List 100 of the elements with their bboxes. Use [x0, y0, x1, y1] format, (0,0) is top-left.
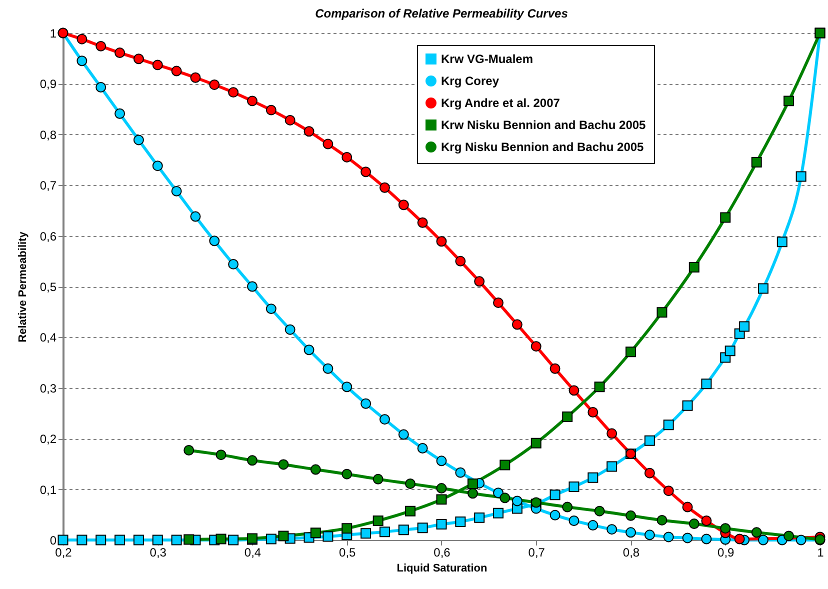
y-tick-label: 0,9 [40, 77, 57, 92]
point [626, 527, 636, 538]
point [360, 528, 372, 539]
point [133, 134, 144, 146]
point [644, 435, 655, 446]
point [720, 212, 731, 223]
point [568, 385, 580, 396]
legend-label: Krg Andre et al. 2007 [441, 96, 560, 110]
point [96, 40, 106, 52]
point [493, 297, 504, 308]
point [372, 474, 384, 484]
point [688, 518, 700, 530]
point [796, 171, 806, 182]
y-tick-label: 1 [50, 26, 57, 40]
point [436, 494, 447, 505]
point [398, 524, 409, 536]
y-axis-title: Relative Permeability [16, 230, 29, 342]
point [96, 82, 106, 92]
point [500, 460, 510, 470]
point [216, 450, 226, 460]
point [493, 508, 504, 518]
point [209, 236, 220, 246]
point [474, 512, 485, 523]
point [342, 468, 352, 480]
point [228, 258, 239, 270]
point [58, 534, 68, 546]
point [190, 72, 201, 83]
point [417, 217, 428, 228]
point [360, 398, 372, 409]
x-tick-label: 0,9 [718, 546, 735, 560]
point [278, 530, 289, 542]
y-tick-label: 0,6 [40, 229, 57, 244]
point [500, 492, 510, 504]
point [114, 108, 126, 119]
point [405, 506, 416, 516]
point [76, 534, 88, 546]
point [322, 138, 334, 150]
x-tick-label: 0,7 [528, 546, 546, 560]
point [467, 488, 478, 499]
point [304, 344, 314, 356]
y-tick-label: 0 [50, 534, 57, 548]
point [512, 319, 522, 330]
point [751, 527, 762, 538]
point [776, 236, 788, 248]
point [701, 516, 712, 526]
point [360, 166, 372, 178]
point [342, 382, 352, 392]
point [133, 54, 144, 64]
point [304, 126, 314, 137]
point [322, 363, 334, 374]
y-tick-label: 0,3 [40, 381, 57, 396]
x-tick-label: 0,4 [244, 546, 262, 560]
point [228, 534, 239, 546]
x-tick-label: 0,6 [434, 546, 451, 560]
point [342, 523, 352, 534]
point [739, 321, 750, 332]
point [284, 324, 296, 335]
point [682, 502, 693, 512]
point [724, 346, 736, 356]
point [96, 534, 106, 546]
x-tick-label: 0,5 [339, 546, 356, 560]
point [417, 443, 428, 454]
point [550, 490, 560, 500]
y-tick-label: 0,4 [40, 330, 57, 345]
point [455, 516, 466, 527]
point [568, 516, 580, 526]
point [284, 114, 296, 126]
point [216, 534, 226, 544]
point [455, 467, 466, 478]
point [568, 482, 580, 492]
point [436, 519, 447, 530]
point [474, 276, 485, 287]
x-tick-label: 0,3 [150, 546, 167, 560]
point [550, 510, 560, 520]
point [171, 66, 182, 76]
point [436, 456, 447, 466]
point [682, 400, 693, 411]
point [758, 534, 768, 546]
point [76, 56, 88, 66]
point [379, 526, 390, 538]
point [606, 524, 618, 535]
point [734, 534, 745, 544]
point [398, 200, 409, 210]
point [562, 502, 573, 512]
point [701, 534, 712, 544]
point [455, 256, 466, 266]
point [152, 60, 163, 70]
point [688, 262, 700, 272]
point [436, 483, 447, 494]
legend-label: Krw Nisku Bennion and Bachu 2005 [441, 118, 646, 132]
point [379, 414, 390, 425]
legend-label: Krg Corey [441, 74, 500, 88]
y-tick-label: 0,7 [40, 178, 57, 193]
y-tick-label: 0,8 [40, 128, 57, 142]
y-tick-label: 0,5 [40, 280, 57, 294]
point [720, 523, 731, 534]
point [530, 438, 542, 448]
point [663, 486, 674, 496]
point [310, 528, 321, 538]
point [209, 79, 220, 90]
